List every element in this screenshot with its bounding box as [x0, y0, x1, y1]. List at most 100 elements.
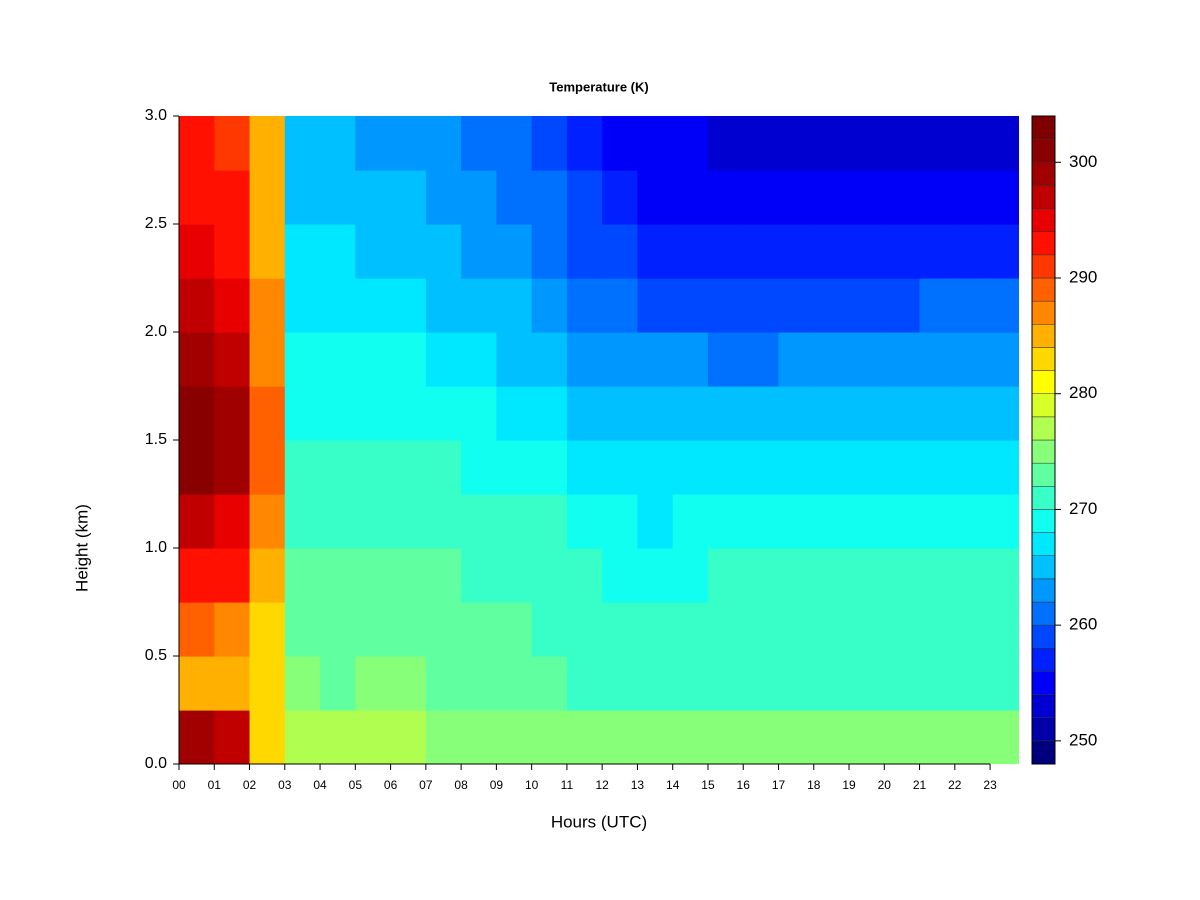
heat-cell	[390, 224, 427, 279]
heat-cell	[602, 602, 639, 657]
heat-cell	[602, 224, 639, 279]
heat-cell	[602, 440, 639, 495]
heat-cell	[743, 494, 780, 549]
heat-cell	[919, 494, 956, 549]
heat-cell	[849, 224, 885, 279]
heat-cell	[320, 440, 356, 495]
x-tick-label: 09	[490, 778, 504, 792]
heat-cell	[355, 494, 392, 549]
heat-cell	[425, 602, 462, 657]
heat-cell	[284, 332, 321, 387]
heat-cell	[214, 602, 251, 657]
heat-cell	[355, 332, 392, 387]
heat-cell	[602, 494, 639, 549]
heat-cell	[919, 386, 956, 441]
heat-cell	[566, 548, 603, 603]
heat-cell	[284, 548, 321, 603]
x-tick-label: 13	[631, 778, 645, 792]
heat-cell	[884, 494, 921, 549]
heat-cell	[778, 656, 815, 711]
colorbar-bin	[1031, 648, 1056, 672]
heat-cell	[320, 386, 356, 441]
heat-cell	[813, 278, 850, 333]
heat-cell	[849, 494, 885, 549]
heat-cell	[707, 602, 744, 657]
heat-cell	[179, 710, 215, 764]
colorbar-bin	[1031, 300, 1056, 325]
heat-cell	[884, 710, 921, 764]
colorbar-tick-label: 280	[1069, 383, 1097, 402]
y-tick-label: 1.0	[145, 539, 167, 556]
heat-cell	[214, 494, 251, 549]
y-tick-label: 1.5	[145, 431, 167, 448]
heat-cell	[884, 170, 921, 225]
heat-cell	[214, 656, 251, 711]
heat-cell	[813, 116, 850, 171]
heat-cell	[355, 116, 392, 171]
heat-cell	[461, 548, 497, 603]
heat-cell	[566, 440, 603, 495]
heat-cell	[743, 116, 780, 171]
colorbar-bin	[1031, 532, 1056, 556]
heat-cell	[954, 494, 991, 549]
heat-cell	[496, 224, 533, 279]
heat-cell	[884, 548, 921, 603]
heat-cell	[884, 656, 921, 711]
heat-cell	[954, 602, 991, 657]
heat-cell	[707, 656, 744, 711]
heat-cell	[672, 386, 709, 441]
heat-cell	[461, 116, 497, 171]
heat-cell	[778, 710, 815, 764]
heat-cell	[637, 656, 674, 711]
heat-cell	[707, 710, 744, 764]
heat-cell	[990, 710, 1019, 764]
heat-cell	[602, 278, 639, 333]
heat-cell	[849, 710, 885, 764]
heat-cell	[425, 116, 462, 171]
heat-cell	[355, 278, 392, 333]
x-tick-label: 16	[737, 778, 751, 792]
heat-cell	[990, 656, 1019, 711]
heat-cell	[425, 170, 462, 225]
y-axis-label: Height (km)	[72, 504, 91, 592]
colorbar-bin	[1031, 486, 1056, 510]
heat-cell	[284, 170, 321, 225]
x-tick-label: 04	[313, 778, 327, 792]
heat-cell	[919, 170, 956, 225]
heat-cell	[461, 440, 497, 495]
heat-cell	[672, 656, 709, 711]
heat-cell	[566, 170, 603, 225]
heat-cell	[707, 116, 744, 171]
heat-cell	[425, 710, 462, 764]
heat-cell	[954, 440, 991, 495]
heat-cell	[179, 440, 215, 495]
heat-cell	[284, 602, 321, 657]
heat-cell	[672, 602, 709, 657]
heat-cell	[425, 440, 462, 495]
heat-cell	[531, 224, 568, 279]
heat-cell	[496, 602, 533, 657]
heat-cell	[390, 386, 427, 441]
heat-cell	[637, 440, 674, 495]
heat-cell	[496, 332, 533, 387]
heat-cell	[566, 116, 603, 171]
x-tick-label: 23	[983, 778, 997, 792]
heat-cell	[249, 386, 286, 441]
heat-cell	[990, 332, 1019, 387]
heat-cell	[461, 332, 497, 387]
x-tick-label: 19	[842, 778, 856, 792]
heat-cell	[884, 440, 921, 495]
heat-cell	[355, 224, 392, 279]
heat-cell	[249, 656, 286, 711]
heat-cell	[320, 332, 356, 387]
heat-cell	[531, 116, 568, 171]
heat-cell	[990, 386, 1019, 441]
heat-cell	[954, 386, 991, 441]
colorbar-bin	[1031, 462, 1056, 487]
heat-cell	[496, 170, 533, 225]
colorbar-tick-label: 250	[1069, 730, 1097, 749]
heat-cell	[496, 494, 533, 549]
heat-cell	[884, 116, 921, 171]
heat-cell	[778, 278, 815, 333]
heat-cell	[849, 548, 885, 603]
